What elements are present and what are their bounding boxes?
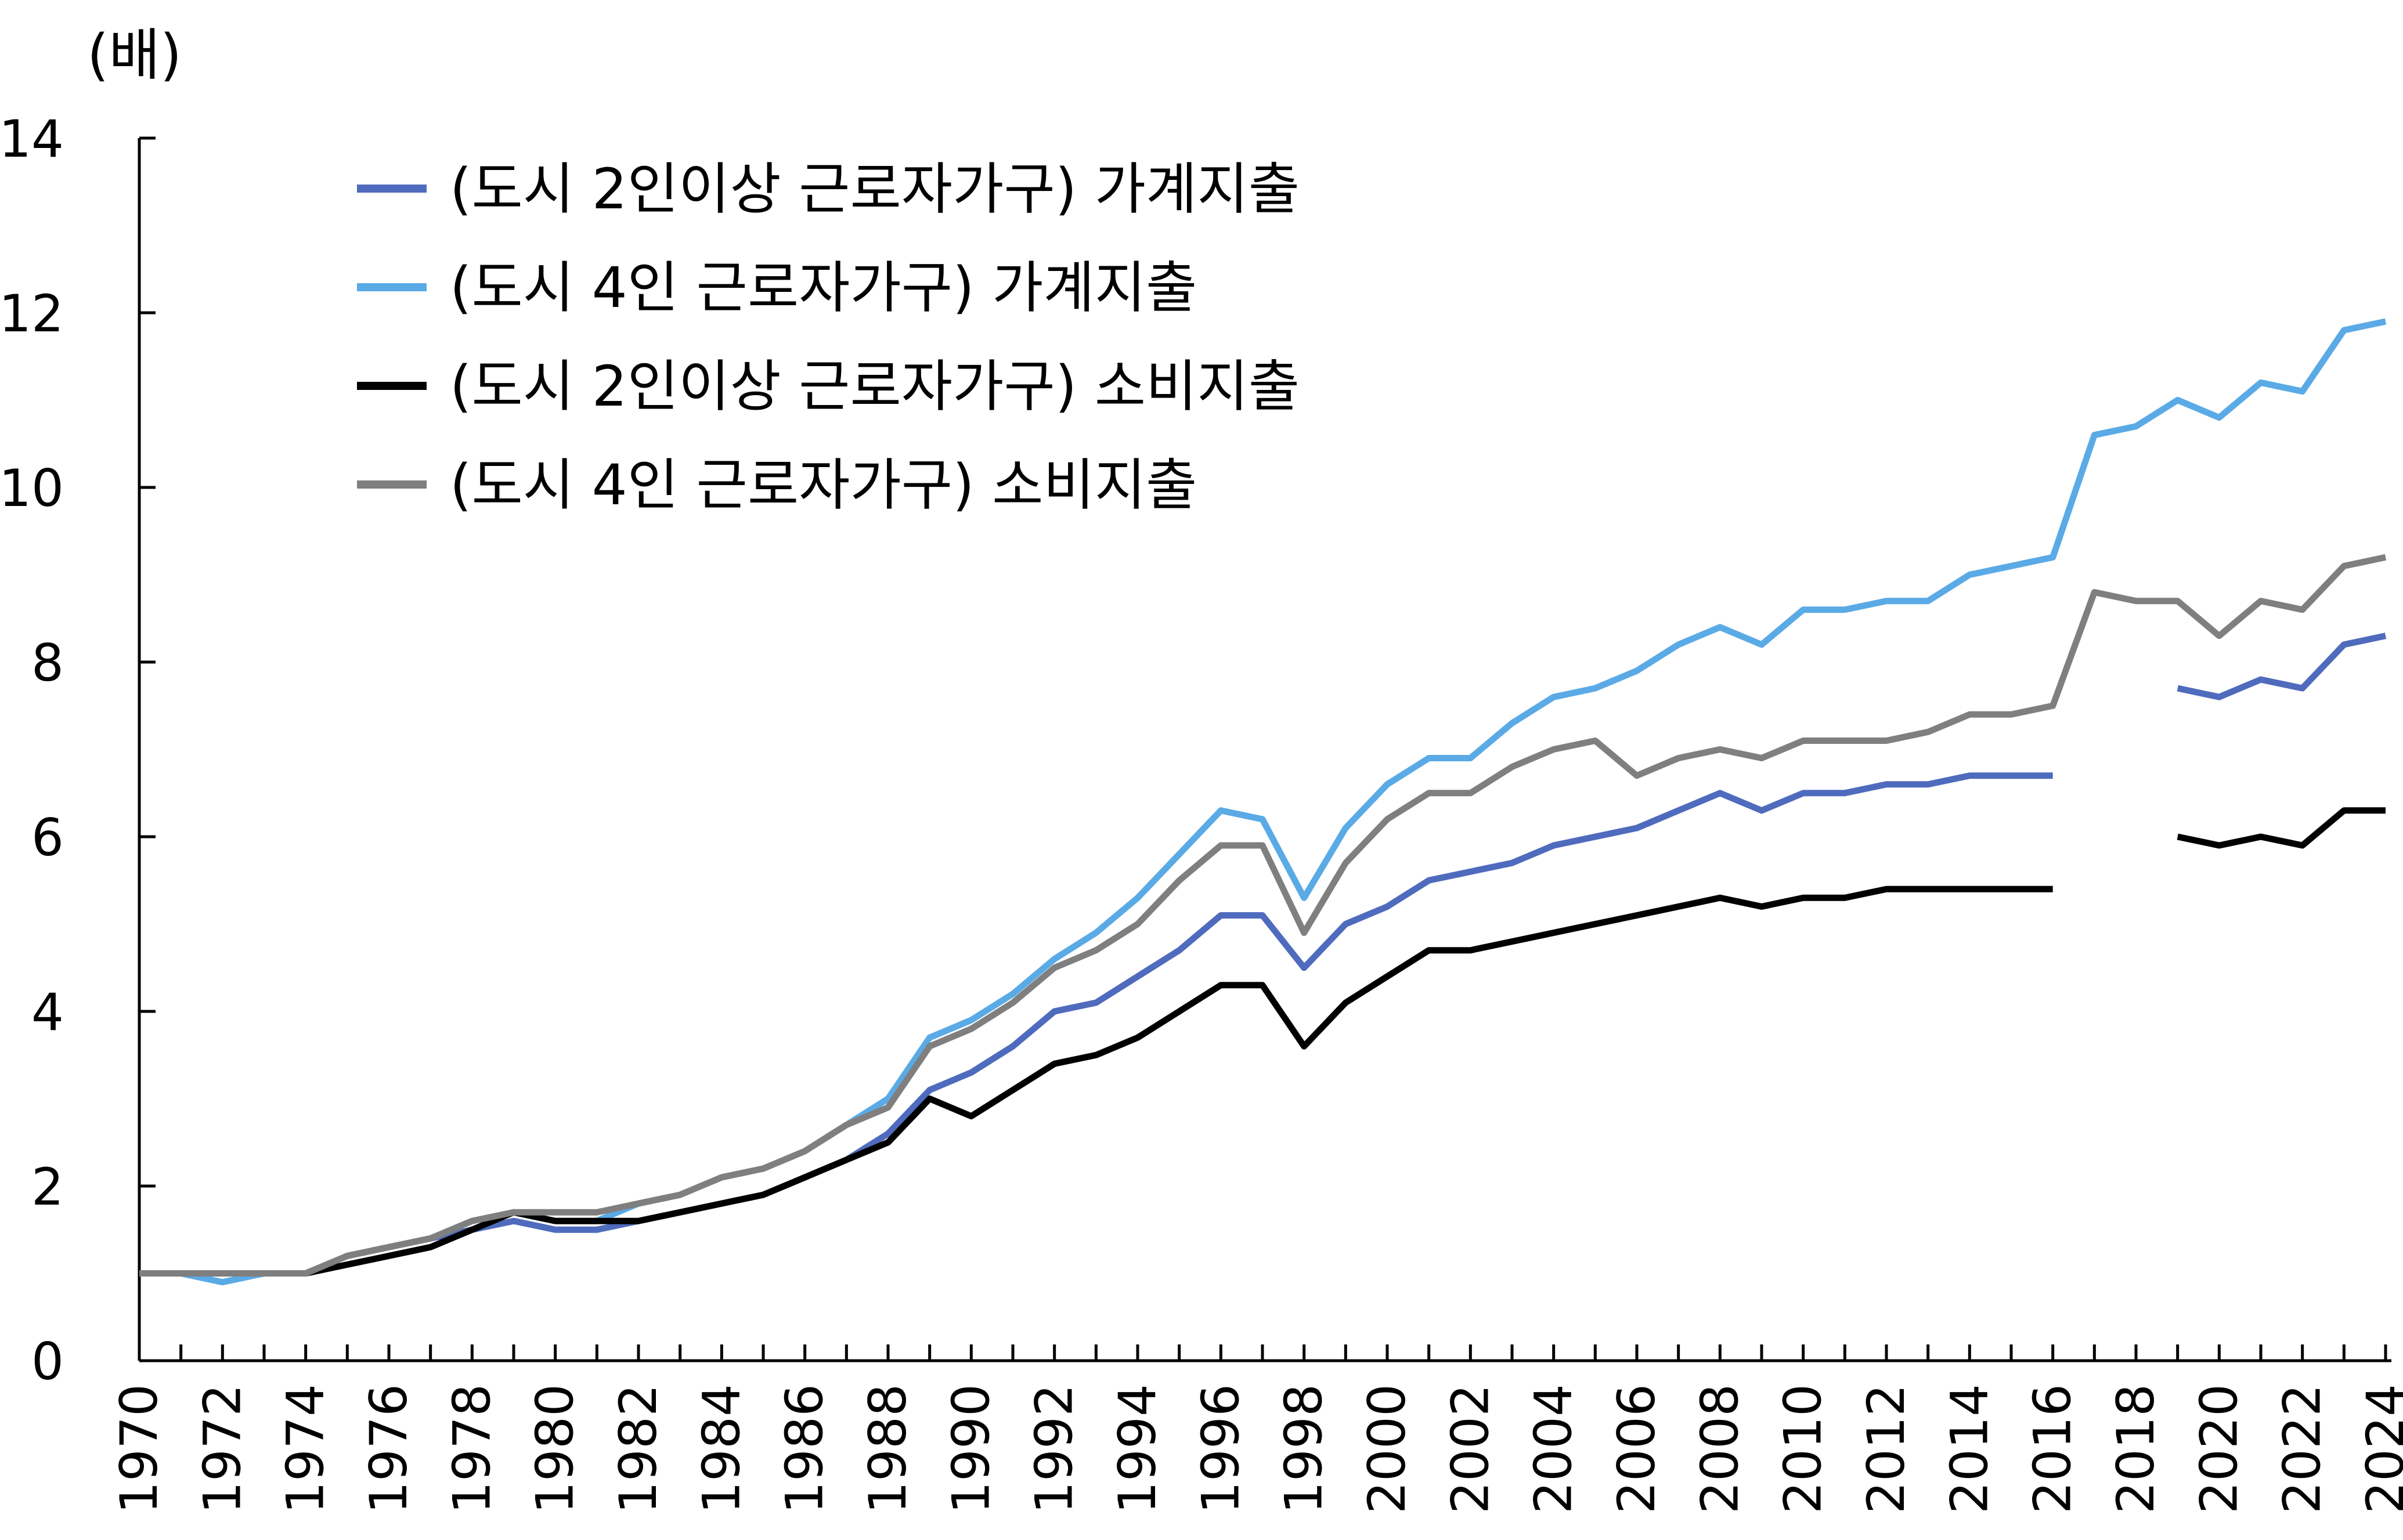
x-tick-label: 2020: [2189, 1384, 2249, 1514]
x-tick-label: 2012: [1856, 1384, 1916, 1514]
series-line-3: [2177, 807, 2386, 849]
x-tick-label: 1994: [1107, 1384, 1167, 1514]
x-tick-label: 1978: [442, 1384, 501, 1514]
x-tick-label: 2016: [2023, 1384, 2083, 1514]
x-tick-label: 2022: [2272, 1384, 2332, 1514]
x-tick-label: 2008: [1690, 1384, 1749, 1514]
x-tick-label: 1998: [1274, 1384, 1334, 1514]
x-tick-label: 1996: [1190, 1384, 1250, 1514]
x-axis: 1970 1972 1974 1976 1978 1980 1982 1984 1986 1988…: [109, 1344, 2403, 1514]
x-tick-label: 1980: [525, 1384, 585, 1514]
series-line-1: [2177, 632, 2387, 700]
x-tick-label: 1974: [276, 1384, 335, 1514]
x-tick-label: 2002: [1440, 1384, 1500, 1514]
x-tick-label: 1990: [941, 1384, 1001, 1514]
x-tick-label: 2018: [2106, 1384, 2166, 1514]
y-tick-label: 4: [31, 982, 64, 1042]
x-tick-label: 2014: [1939, 1384, 1999, 1514]
y-axis-unit-label: (배): [87, 23, 182, 88]
legend-label-4: (도시 4인 근로자가구) 소비지출: [450, 453, 1197, 518]
series-line-1: [139, 772, 2053, 1277]
y-tick-label: 14: [0, 109, 64, 169]
x-tick-label: 1992: [1024, 1384, 1084, 1514]
x-tick-label: 2024: [2355, 1384, 2403, 1514]
legend-label-2: (도시 4인 근로자가구) 가계지출: [450, 255, 1197, 320]
legend-label-3: (도시 2인이상 근로자가구) 소비지출: [450, 354, 1300, 419]
y-tick-label: 0: [31, 1332, 64, 1391]
x-tick-label: 1984: [691, 1384, 751, 1514]
series-line-4: [139, 554, 2387, 1277]
x-tick-label: 2010: [1773, 1384, 1833, 1514]
x-tick-label: 1986: [775, 1384, 835, 1514]
y-tick-label: 12: [0, 284, 64, 344]
x-tick-label: 1972: [192, 1384, 252, 1514]
x-tick-label: 2006: [1607, 1384, 1666, 1514]
x-tick-label: 1970: [109, 1384, 169, 1514]
y-tick-label: 10: [0, 458, 64, 518]
legend: (도시 2인이상 근로자가구) 가계지출 (도시 4인 근로자가구) 가계지출 (도…: [357, 157, 1300, 518]
y-tick-label: 8: [31, 633, 64, 693]
legend-label-1: (도시 2인이상 근로자가구) 가계지출: [450, 157, 1300, 222]
series-lines: [139, 318, 2387, 1286]
x-tick-label: 1976: [359, 1384, 418, 1514]
series-line-3: [139, 885, 2053, 1277]
y-tick-label: 6: [31, 808, 64, 867]
x-tick-label: 2004: [1524, 1384, 1583, 1514]
x-tick-label: 2000: [1357, 1384, 1417, 1514]
x-tick-label: 1982: [608, 1384, 668, 1514]
y-tick-label: 2: [31, 1157, 64, 1217]
y-axis: 0 2 4 6 8 10 12 14: [0, 109, 156, 1391]
x-tick-label: 1988: [858, 1384, 918, 1514]
